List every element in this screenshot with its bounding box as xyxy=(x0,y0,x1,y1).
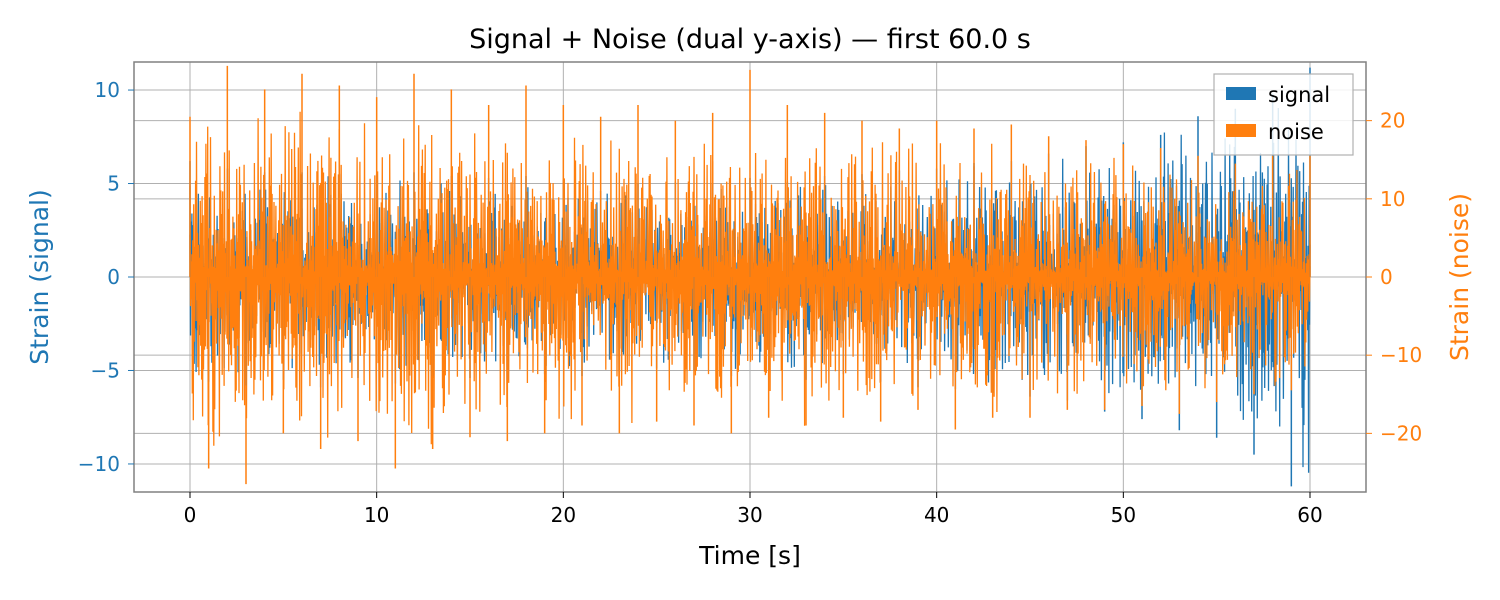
x-tick-label: 40 xyxy=(924,503,949,527)
x-tick-label: 10 xyxy=(364,503,389,527)
legend-swatch-signal xyxy=(1226,87,1256,100)
x-tick-label: 0 xyxy=(184,503,197,527)
right-y-tick-label: 0 xyxy=(1380,265,1393,289)
right-y-tick-label: −10 xyxy=(1380,343,1422,367)
x-tick-label: 30 xyxy=(737,503,762,527)
x-axis-ticks: 0 10 20 30 40 50 60 xyxy=(184,492,1323,527)
chart-title: Signal + Noise (dual y-axis) — first 60.… xyxy=(469,24,1031,55)
left-y-tick-label: 10 xyxy=(95,78,120,102)
legend-swatch-noise xyxy=(1226,124,1256,137)
right-y-tick-label: 20 xyxy=(1380,109,1405,133)
legend-label-noise: noise xyxy=(1268,120,1324,144)
x-tick-label: 50 xyxy=(1111,503,1136,527)
left-y-axis-ticks: −10 −5 0 5 10 xyxy=(78,78,134,476)
left-y-tick-label: 5 xyxy=(107,172,120,196)
right-y-tick-label: 10 xyxy=(1380,187,1405,211)
right-y-axis-label: Strain (noise) xyxy=(1445,193,1474,361)
legend-label-signal: signal xyxy=(1268,83,1330,107)
legend: signal noise xyxy=(1213,73,1354,156)
left-y-tick-label: −10 xyxy=(78,452,120,476)
left-y-tick-label: −5 xyxy=(91,358,120,382)
plot-area: 0 10 20 30 40 50 60 −10 −5 0 5 10 −20 −10 0 10 20 xyxy=(78,61,1422,527)
right-y-axis-ticks: −20 −10 0 10 20 xyxy=(1366,109,1422,445)
x-tick-label: 20 xyxy=(551,503,576,527)
x-axis-label: Time [s] xyxy=(698,541,801,570)
series-layer xyxy=(189,65,1311,487)
left-y-axis-label: Strain (signal) xyxy=(25,189,54,364)
x-tick-label: 60 xyxy=(1297,503,1322,527)
right-y-tick-label: −20 xyxy=(1380,421,1422,445)
left-y-tick-label: 0 xyxy=(107,265,120,289)
